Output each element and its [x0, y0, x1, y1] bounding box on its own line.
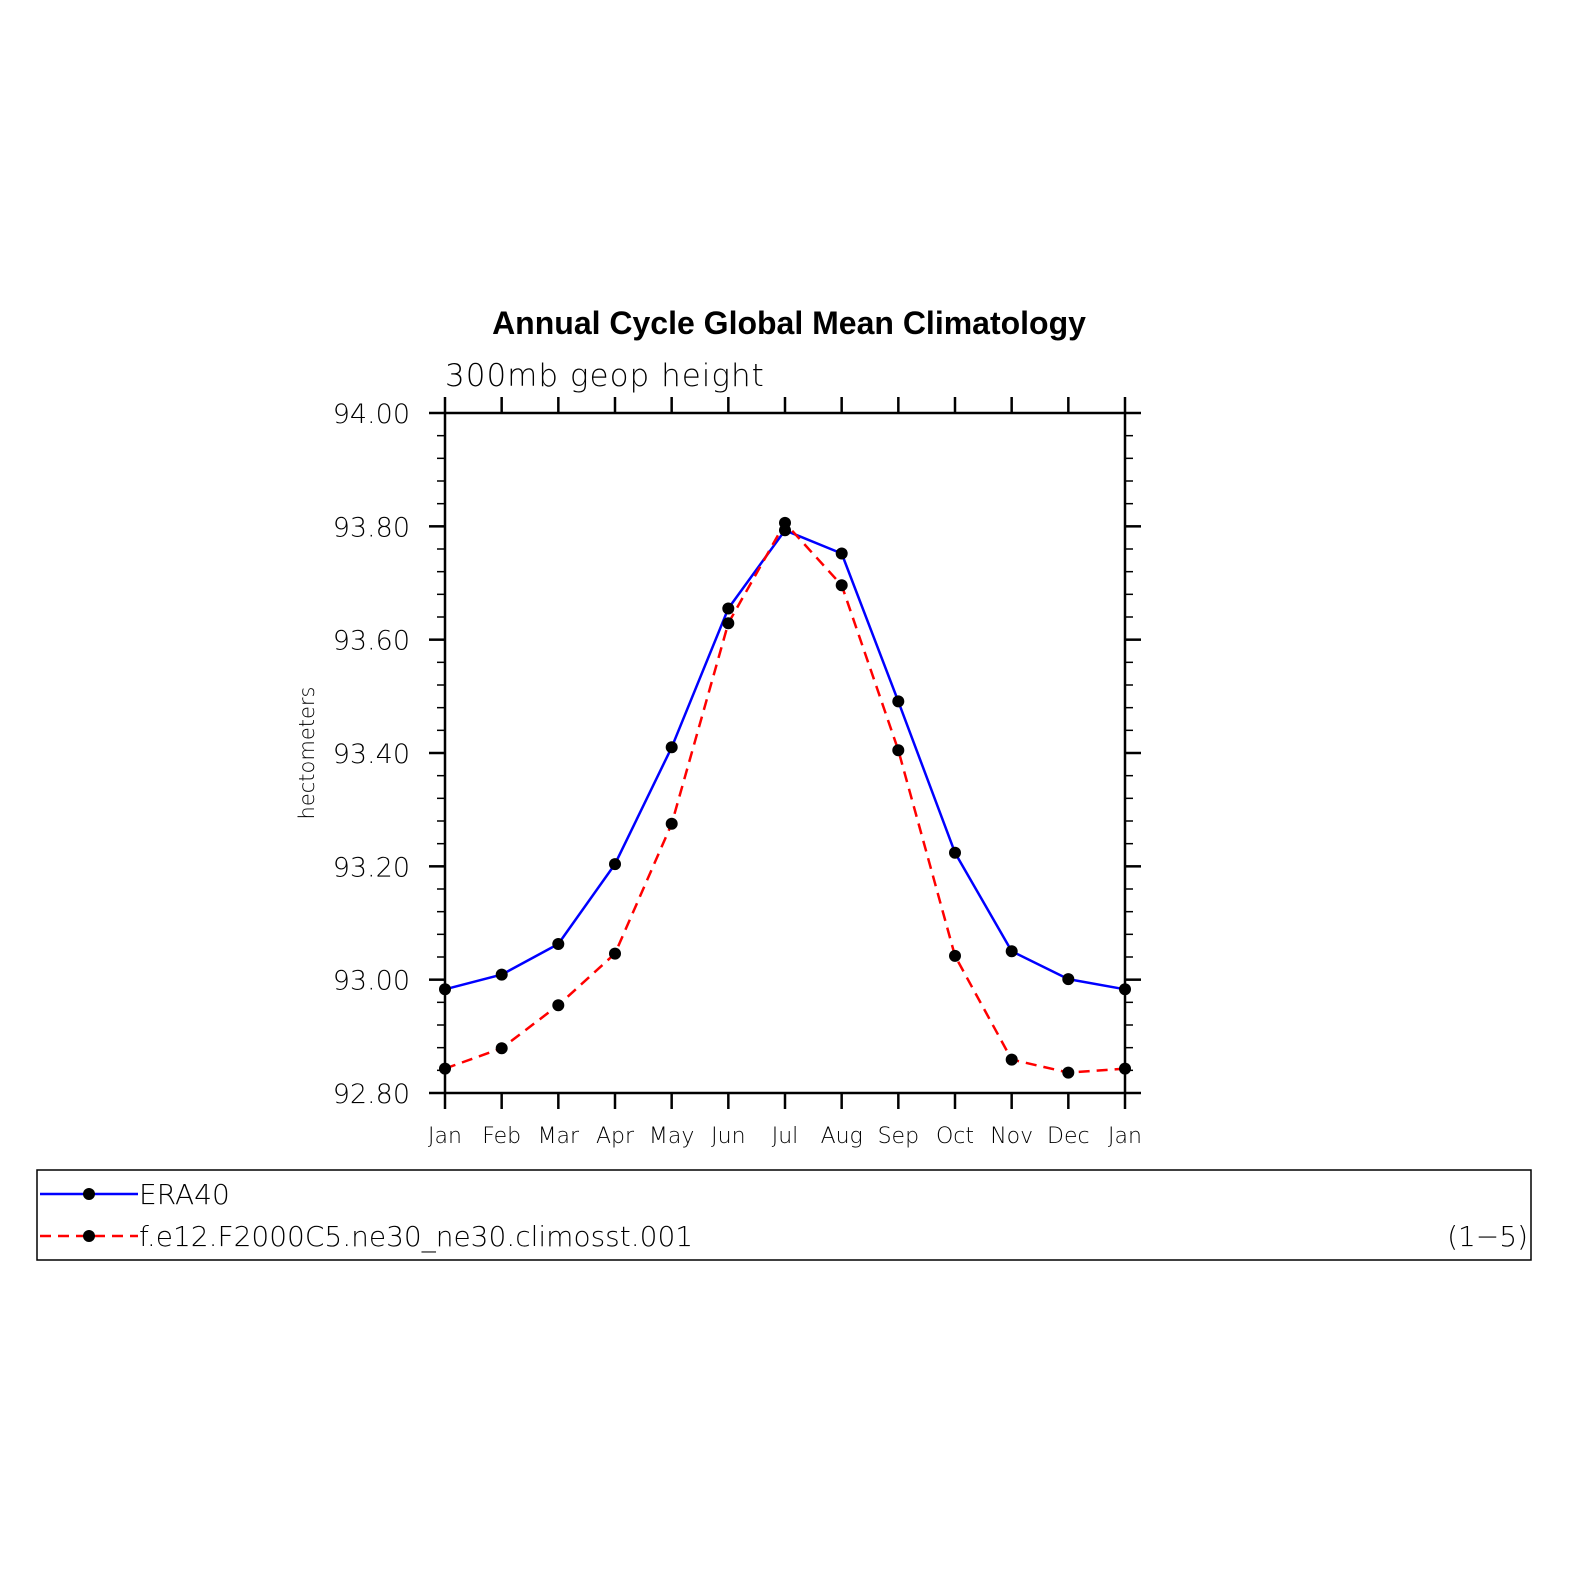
- x-tick-label: Mar: [538, 1124, 580, 1149]
- series-layer: [439, 516, 1131, 1079]
- y-tick-label: 93.80: [333, 512, 410, 543]
- series-0-point: [552, 938, 565, 950]
- series-1-point: [665, 817, 678, 830]
- series-0-point: [1062, 973, 1075, 986]
- series-1-point: [949, 949, 961, 962]
- x-tick-labels: Jan Feb Mar Apr May Jun Jul Aug Sep Oct Nov Dec Jan: [428, 1124, 1142, 1149]
- x-tick-label: Oct: [936, 1124, 974, 1149]
- y-tick-label: 93.20: [333, 852, 410, 883]
- series-1-point: [1062, 1066, 1075, 1079]
- x-tick-label: May: [649, 1124, 694, 1149]
- x-tick-label: Feb: [482, 1124, 521, 1149]
- y-tick-label: 93.60: [333, 626, 410, 657]
- series-1-point: [552, 999, 565, 1012]
- x-tick-label: Sep: [878, 1124, 919, 1149]
- series-1-point: [722, 617, 735, 630]
- chart-title: Annual Cycle Global Mean Climatology: [492, 305, 1086, 341]
- x-tick-label: Jan: [1108, 1124, 1142, 1149]
- series-0-point: [665, 741, 678, 754]
- legend-marker-model: [83, 1230, 95, 1242]
- legend-label-model: f.e12.F2000C5.ne30_ne30.climosst.001: [139, 1220, 693, 1254]
- y-tick-label: 93.40: [333, 739, 410, 770]
- y-tick-label: 92.80: [333, 1079, 410, 1110]
- series-line-1: [444, 521, 1126, 1074]
- series-0-point: [495, 968, 508, 981]
- x-tick-label: Jul: [772, 1124, 799, 1149]
- series-0-point: [892, 695, 905, 708]
- y-tick-labels: 92.80 93.00 93.20 93.40 93.60 93.80 94.00: [333, 399, 410, 1110]
- x-tick-label: Jan: [428, 1124, 462, 1149]
- series-1-point: [495, 1042, 508, 1055]
- series-1-point: [609, 947, 621, 960]
- x-tick-label: Aug: [821, 1124, 863, 1149]
- series-line-0: [444, 529, 1126, 991]
- plot-frame: [443, 411, 1127, 1095]
- x-tick-label: Nov: [990, 1124, 1033, 1149]
- x-tick-label: Jun: [711, 1124, 745, 1149]
- series-0-point: [1005, 945, 1018, 958]
- series-1-point: [779, 516, 791, 529]
- legend-label-era40: ERA40: [139, 1178, 230, 1211]
- x-tick-label: Apr: [596, 1124, 635, 1149]
- series-0-point: [722, 602, 735, 615]
- legend: ERA40 f.e12.F2000C5.ne30_ne30.climosst.0…: [36, 1169, 1532, 1261]
- y-tick-label: 93.00: [333, 966, 410, 997]
- axis-ticks: [429, 397, 1141, 1109]
- y-tick-label: 94.00: [333, 399, 410, 430]
- series-1-point: [1005, 1053, 1018, 1066]
- series-1-point: [835, 579, 848, 592]
- series-0-point: [835, 547, 848, 560]
- series-0-point: [609, 858, 621, 871]
- legend-note: (1−5): [1447, 1220, 1528, 1253]
- legend-marker-era40: [83, 1188, 95, 1200]
- chart-subtitle: 300mb geop height: [445, 358, 765, 394]
- y-axis-label: hectometers: [295, 687, 319, 820]
- series-1-point: [892, 744, 905, 757]
- x-tick-label: Dec: [1047, 1124, 1090, 1149]
- legend-box: [36, 1169, 1532, 1261]
- series-0-point: [949, 846, 961, 859]
